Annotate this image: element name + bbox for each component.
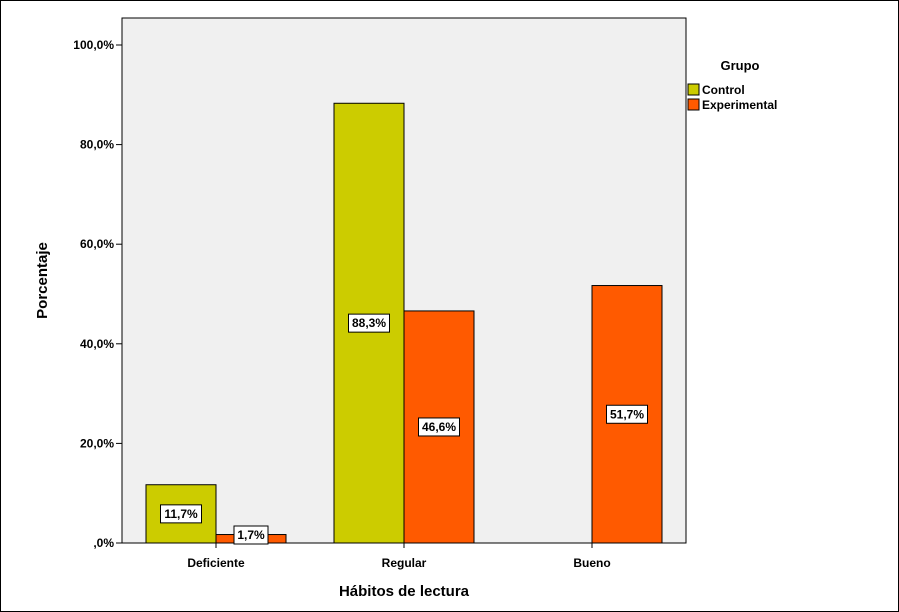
data-label-box [418,417,460,437]
legend-swatch [687,98,700,111]
y-axis-title: Porcentaje [34,242,51,319]
y-tick-label: 60,0% [80,237,114,251]
data-label: 1,7% [237,528,265,542]
data-label: 11,7% [164,507,198,521]
legend-label: Control [702,83,745,97]
y-tick-label: 80,0% [80,138,114,152]
data-label-box [160,504,202,524]
data-label: 46,6% [422,420,456,434]
x-tick-label: Regular [382,556,427,570]
x-tick-label: Deficiente [187,556,245,570]
legend-label: Experimental [702,98,777,112]
legend-title: Grupo [721,58,760,73]
data-label-box [233,525,269,545]
y-tick-label: 100,0% [73,38,114,52]
x-axis-title: Hábitos de lectura [339,583,470,600]
y-tick-label: ,0% [93,536,114,550]
data-label: 51,7% [610,407,644,421]
legend-swatch [687,83,700,96]
data-label-box [606,404,648,424]
data-label: 88,3% [352,316,386,330]
y-tick-label: 40,0% [80,337,114,351]
data-label-box [348,313,390,333]
y-tick-label: 20,0% [80,436,114,450]
x-tick-label: Bueno [573,556,610,570]
